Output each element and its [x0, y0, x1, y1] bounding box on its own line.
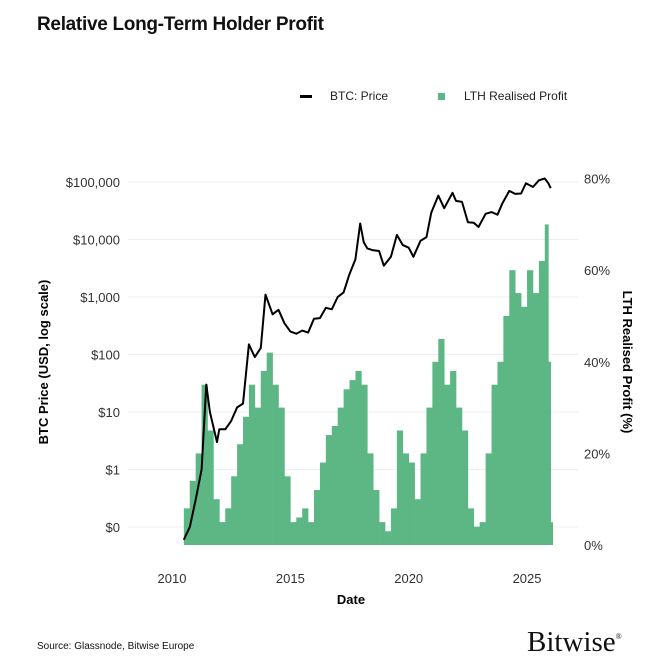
profit-bar [548, 361, 552, 545]
profit-bar [467, 508, 475, 545]
x-tick-label: 2025 [513, 571, 542, 586]
profit-bar [544, 224, 549, 545]
profit-bar [290, 522, 297, 545]
profit-bar [521, 306, 528, 545]
y-tick-label: $1 [106, 463, 120, 478]
profit-bar [414, 499, 421, 545]
profit-bar [479, 522, 486, 545]
profit-bar [485, 453, 492, 545]
profit-bar [231, 476, 238, 545]
y2-tick-label: 20% [584, 446, 610, 461]
legend-price-label: BTC: Price [330, 89, 389, 103]
profit-bar [532, 293, 540, 545]
legend-profit-label: LTH Realised Profit [464, 89, 568, 103]
profit-bar [527, 270, 534, 545]
profit-bar [308, 522, 315, 545]
profit-bar [272, 384, 279, 545]
source-note: Source: Glassnode, Bitwise Europe [37, 641, 195, 652]
profit-bar [337, 407, 344, 545]
profit-bar [509, 270, 516, 545]
profit-bar [207, 430, 214, 545]
profit-bar [385, 531, 392, 545]
y-tick-label: $100,000 [66, 175, 120, 190]
profit-bar [426, 407, 433, 545]
profit-bar [396, 430, 404, 545]
profit-bar [225, 508, 232, 545]
y2-tick-label: 80% [584, 172, 610, 187]
y2-tick-label: 0% [584, 538, 603, 553]
x-axis-label: Date [337, 592, 365, 607]
y-tick-label: $10 [98, 405, 120, 420]
chart-title: Relative Long-Term Holder Profit [37, 14, 324, 35]
profit-bar [278, 407, 285, 545]
y2-tick-label: 60% [584, 263, 610, 278]
x-tick-label: 2015 [276, 571, 305, 586]
profit-bar [367, 453, 374, 545]
profit-bar [349, 380, 356, 545]
legend-profit-swatch [438, 92, 446, 100]
profit-bar [302, 508, 309, 545]
profit-bar [319, 462, 327, 545]
profit-bar [497, 361, 504, 545]
profit-bar [243, 416, 250, 545]
profit-bar [201, 384, 208, 545]
profit-bar [456, 407, 463, 545]
profit-bar [515, 293, 522, 545]
profit-bar [402, 453, 409, 545]
profit-bar [390, 508, 398, 545]
profit-bar [450, 370, 457, 545]
profit-bar [237, 444, 244, 545]
profit-bar [438, 338, 445, 545]
profit-bar [361, 384, 368, 545]
profit-bar [408, 462, 415, 545]
profit-bar [343, 389, 350, 545]
y2-axis-label: LTH Realised Profit (%) [620, 291, 635, 434]
profit-bar [473, 526, 481, 545]
legend: BTC: Price LTH Realised Profit [300, 89, 567, 103]
profit-bar [183, 508, 191, 545]
profit-bar [432, 361, 439, 545]
profit-bar [248, 384, 256, 545]
profit-bar [254, 407, 262, 545]
bitwise-logo: Bitwise® [527, 626, 622, 658]
y-axis-label: BTC Price (USD, log scale) [36, 280, 51, 445]
y-tick-label: $0 [106, 520, 120, 535]
y-tick-label: $100 [91, 348, 120, 363]
y2-tick-label: 40% [584, 355, 610, 370]
profit-bar [325, 435, 333, 545]
y-tick-label: $1,000 [80, 290, 120, 305]
profit-bar [373, 490, 380, 545]
profit-bar [213, 499, 220, 545]
legend-price-swatch [300, 94, 312, 98]
profit-bar [444, 384, 451, 545]
profit-bar [379, 522, 386, 545]
y-tick-label: $10,000 [73, 233, 120, 248]
profit-bar [538, 261, 546, 545]
profit-bar [195, 453, 202, 545]
profit-bar [491, 384, 498, 545]
profit-bar [284, 476, 291, 545]
profit-bar [355, 370, 362, 545]
profit-bar [314, 490, 321, 545]
profit-bar [296, 517, 303, 545]
profit-bar [550, 522, 554, 545]
x-tick-label: 2020 [394, 571, 423, 586]
x-tick-label: 2010 [158, 571, 187, 586]
profit-bar [461, 430, 469, 545]
profit-bar [266, 352, 273, 545]
profit-bar [219, 522, 226, 545]
profit-bar [331, 425, 338, 545]
price-line [182, 177, 552, 541]
profit-bar [420, 453, 427, 545]
profit-bar [503, 316, 510, 545]
profit-bar [260, 370, 267, 545]
